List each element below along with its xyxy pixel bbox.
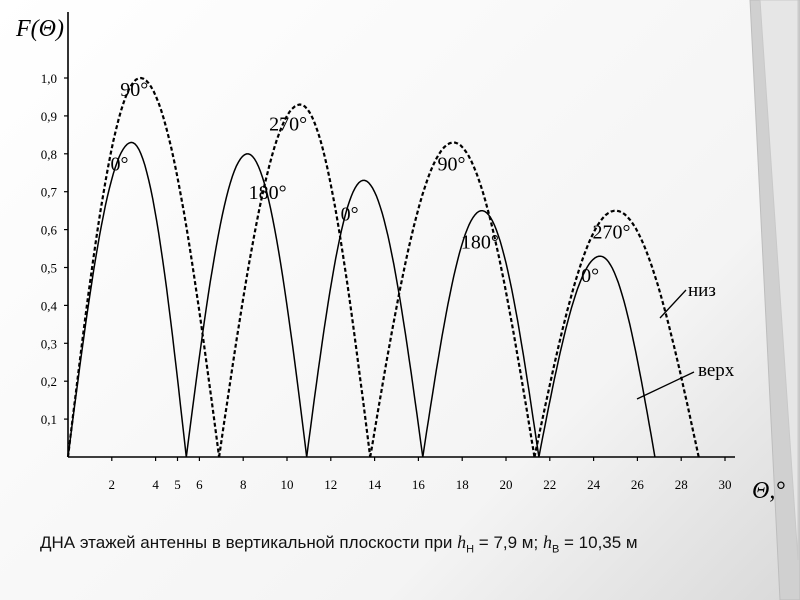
lobe-label: 90°	[120, 79, 148, 101]
y-tick-label: 0,6	[41, 223, 58, 238]
caption-text: ДНА этажей антенны в вертикальной плоско…	[40, 533, 458, 552]
lobe-label: 0°	[581, 265, 599, 287]
caption-h2-letter: h	[542, 532, 552, 552]
figure-caption: ДНА этажей антенны в вертикальной плоско…	[40, 532, 780, 555]
y-tick-label: 0,9	[41, 109, 57, 124]
y-tick-label: 0,5	[41, 261, 57, 276]
y-axis-title: F(Θ)	[15, 16, 64, 42]
caption-h1-letter: h	[457, 532, 467, 552]
legend-verkh-label: верх	[698, 360, 735, 381]
y-tick-label: 0,2	[41, 374, 57, 389]
x-tick-label: 24	[587, 477, 601, 492]
x-tick-label: 4	[152, 477, 159, 492]
series-verkh-lobe	[305, 179, 424, 458]
series-niz-lobe	[369, 141, 536, 458]
y-tick-label: 0,1	[41, 412, 57, 427]
y-tick-label: 0,4	[41, 298, 58, 313]
legend-verkh-leader	[636, 371, 695, 400]
x-tick-label: 14	[368, 477, 382, 492]
x-tick-label: 2	[109, 477, 116, 492]
series-verkh-lobe	[185, 153, 308, 458]
lobe-label: 90°	[437, 153, 465, 175]
lobe-label: 270°	[593, 222, 631, 244]
x-tick-label: 30	[719, 477, 732, 492]
x-tick-label: 8	[240, 477, 247, 492]
x-tick-label: 18	[456, 477, 469, 492]
lobe-label: 0°	[341, 203, 359, 225]
x-tick-label: 26	[631, 477, 645, 492]
series-niz-lobe	[218, 103, 372, 458]
y-tick-label: 0,3	[41, 336, 57, 351]
x-tick-label: 20	[500, 477, 513, 492]
series-niz-lobe	[66, 76, 221, 458]
x-tick-label: 5	[174, 477, 181, 492]
x-tick-label: 16	[412, 477, 426, 492]
caption-h1-value: = 7,9 м;	[474, 533, 543, 552]
series-verkh-lobe	[422, 209, 540, 458]
legend-niz-leader	[659, 289, 687, 319]
y-tick-label: 0,8	[41, 147, 57, 162]
x-tick-label: 28	[675, 477, 688, 492]
x-axis-title: Θ,°	[752, 478, 785, 504]
caption-h2-value: = 10,35 м	[559, 533, 638, 552]
x-tick-label: 12	[324, 477, 337, 492]
caption-h1-sub: Н	[466, 543, 475, 556]
y-tick-label: 0,7	[41, 185, 58, 200]
x-tick-label: 22	[543, 477, 556, 492]
series-niz-lobe	[533, 209, 700, 458]
series-verkh-lobe	[538, 255, 656, 458]
series-verkh-lobe	[67, 141, 188, 458]
lobe-label: 270°	[269, 114, 307, 136]
caption-h2-sub: В	[551, 543, 560, 556]
x-tick-label: 6	[196, 477, 203, 492]
y-tick-label: 1,0	[41, 71, 57, 86]
x-tick-label: 10	[281, 477, 294, 492]
radiation-pattern-chart: 0,10,20,30,40,50,60,70,80,91,02 4 5 6 8 10 12 1…	[15, 12, 785, 504]
lobe-label: 180°	[461, 232, 499, 254]
lobe-label: 180°	[249, 182, 287, 204]
legend-niz-label: низ	[688, 280, 716, 301]
lobe-label: 0°	[111, 153, 129, 175]
